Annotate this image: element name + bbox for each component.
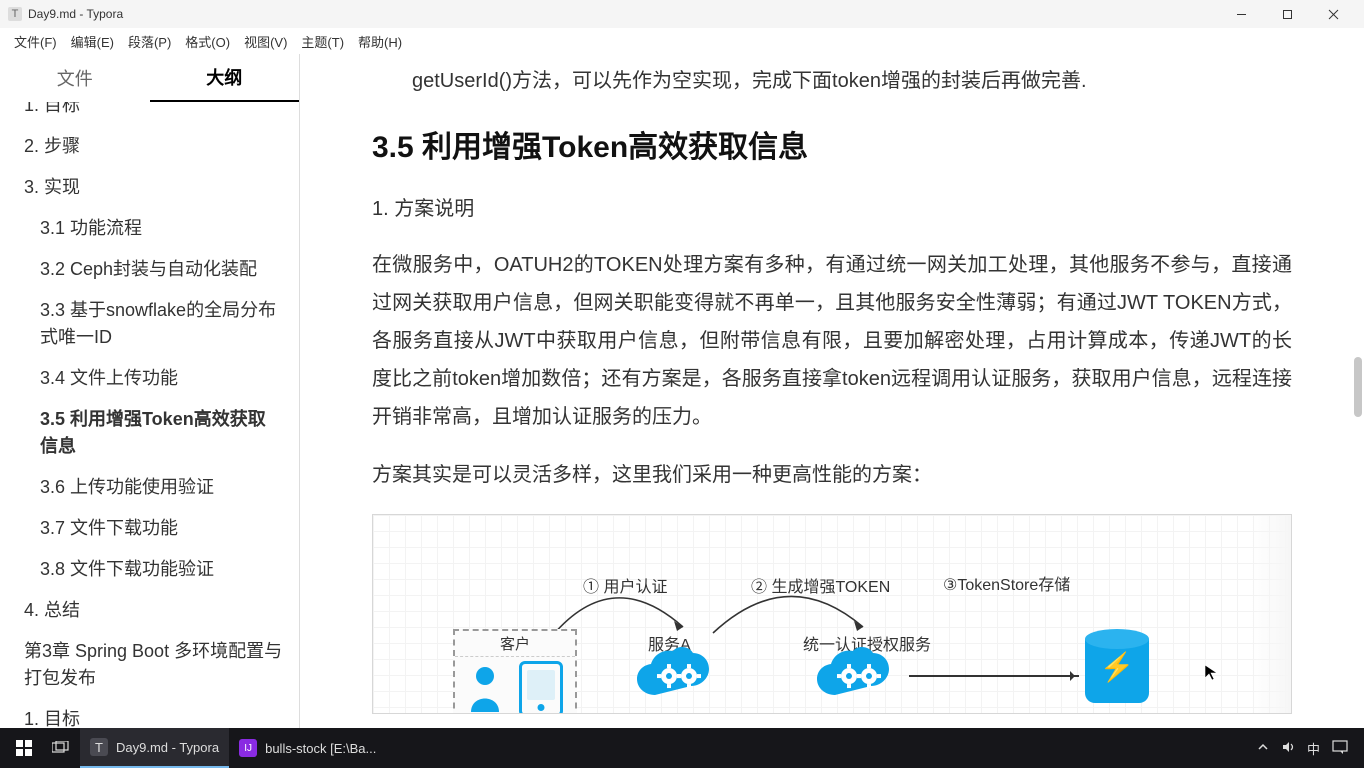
outline-item[interactable]: 3.4 文件上传功能	[0, 358, 299, 399]
cursor-icon	[1203, 663, 1221, 681]
diagram-step3-label: ③TokenStore存储	[943, 571, 1070, 595]
architecture-diagram: ① 用户认证 ② 生成增强TOKEN ③TokenStore存储 服务A 统一认…	[372, 514, 1292, 714]
heading-3-5[interactable]: 3.5 利用增强Token高效获取信息	[372, 122, 1292, 166]
taskbar-app-idea[interactable]: IJ bulls-stock [E:\Ba...	[229, 728, 386, 768]
paragraph[interactable]: 方案其实是可以灵活多样，这里我们采用一种更高性能的方案：	[372, 456, 1292, 494]
sidebar: 文件 大纲 1. 目标2. 步骤3. 实现3.1 功能流程3.2 Ceph封装与…	[0, 54, 300, 728]
diagram-client-box: 客户	[453, 629, 577, 714]
scrollbar-thumb[interactable]	[1354, 357, 1362, 417]
outline-item[interactable]: 1. 目标	[0, 699, 299, 728]
tab-outline[interactable]: 大纲	[150, 54, 300, 102]
outline-item[interactable]: 第3章 Spring Boot 多环境配置与打包发布	[0, 631, 299, 699]
outline-item[interactable]: 3.1 功能流程	[0, 208, 299, 249]
task-view-button[interactable]	[42, 728, 80, 768]
paragraph[interactable]: 1. 方案说明	[372, 190, 1292, 228]
taskbar-app-typora[interactable]: T Day9.md - Typora	[80, 728, 229, 768]
tray-notifications-icon[interactable]	[1332, 740, 1348, 757]
database-icon: ⚡	[1085, 629, 1149, 703]
app-icon: T	[8, 7, 22, 21]
arrow-icon	[909, 675, 1079, 677]
outline-item[interactable]: 3.3 基于snowflake的全局分布式唯一ID	[0, 290, 299, 358]
menu-view[interactable]: 视图(V)	[238, 29, 293, 54]
taskbar-app-label: bulls-stock [E:\Ba...	[265, 741, 376, 756]
menu-theme[interactable]: 主题(T)	[295, 29, 350, 54]
outline-list[interactable]: 1. 目标2. 步骤3. 实现3.1 功能流程3.2 Ceph封装与自动化装配3…	[0, 102, 299, 728]
cloud-icon	[633, 647, 725, 707]
phone-icon	[519, 661, 563, 714]
menu-format[interactable]: 格式(O)	[179, 29, 236, 54]
taskbar: T Day9.md - Typora IJ bulls-stock [E:\Ba…	[0, 728, 1364, 768]
cloud-icon	[813, 647, 905, 707]
window-title: Day9.md - Typora	[28, 7, 123, 21]
tray-ime[interactable]: 中	[1307, 739, 1320, 758]
window-titlebar: T Day9.md - Typora	[0, 0, 1364, 28]
outline-item[interactable]: 3.2 Ceph封装与自动化装配	[0, 249, 299, 290]
paragraph[interactable]: 在微服务中，OATUH2的TOKEN处理方案有多种，有通过统一网关加工处理，其他…	[372, 246, 1292, 436]
diagram-client-label: 客户	[455, 631, 575, 657]
menubar: 文件(F) 编辑(E) 段落(P) 格式(O) 视图(V) 主题(T) 帮助(H…	[0, 28, 1364, 54]
outline-item[interactable]: 3.6 上传功能使用验证	[0, 467, 299, 508]
outline-item[interactable]: 3.5 利用增强Token高效获取信息	[0, 399, 299, 467]
close-button[interactable]	[1310, 0, 1356, 28]
tray-volume-icon[interactable]	[1281, 740, 1295, 757]
gears-icon	[653, 659, 705, 698]
menu-paragraph[interactable]: 段落(P)	[122, 29, 177, 54]
taskbar-app-label: Day9.md - Typora	[116, 740, 219, 755]
outline-item[interactable]: 1. 目标	[0, 102, 299, 126]
start-button[interactable]	[6, 728, 42, 768]
editor-content[interactable]: getUserId()方法，可以先作为空实现，完成下面token增强的封装后再做…	[300, 54, 1364, 728]
outline-item[interactable]: 3.8 文件下载功能验证	[0, 549, 299, 590]
maximize-button[interactable]	[1264, 0, 1310, 28]
outline-item[interactable]: 3. 实现	[0, 167, 299, 208]
menu-help[interactable]: 帮助(H)	[352, 29, 408, 54]
tab-files[interactable]: 文件	[0, 54, 150, 102]
minimize-button[interactable]	[1218, 0, 1264, 28]
outline-item[interactable]: 3.7 文件下载功能	[0, 508, 299, 549]
tray-chevron-icon[interactable]	[1257, 741, 1269, 756]
outline-item[interactable]: 4. 总结	[0, 590, 299, 631]
person-icon	[467, 664, 503, 714]
outline-item[interactable]: 2. 步骤	[0, 126, 299, 167]
gears-icon	[833, 659, 885, 698]
menu-file[interactable]: 文件(F)	[8, 29, 63, 54]
paragraph[interactable]: getUserId()方法，可以先作为空实现，完成下面token增强的封装后再做…	[372, 62, 1292, 100]
menu-edit[interactable]: 编辑(E)	[65, 29, 120, 54]
